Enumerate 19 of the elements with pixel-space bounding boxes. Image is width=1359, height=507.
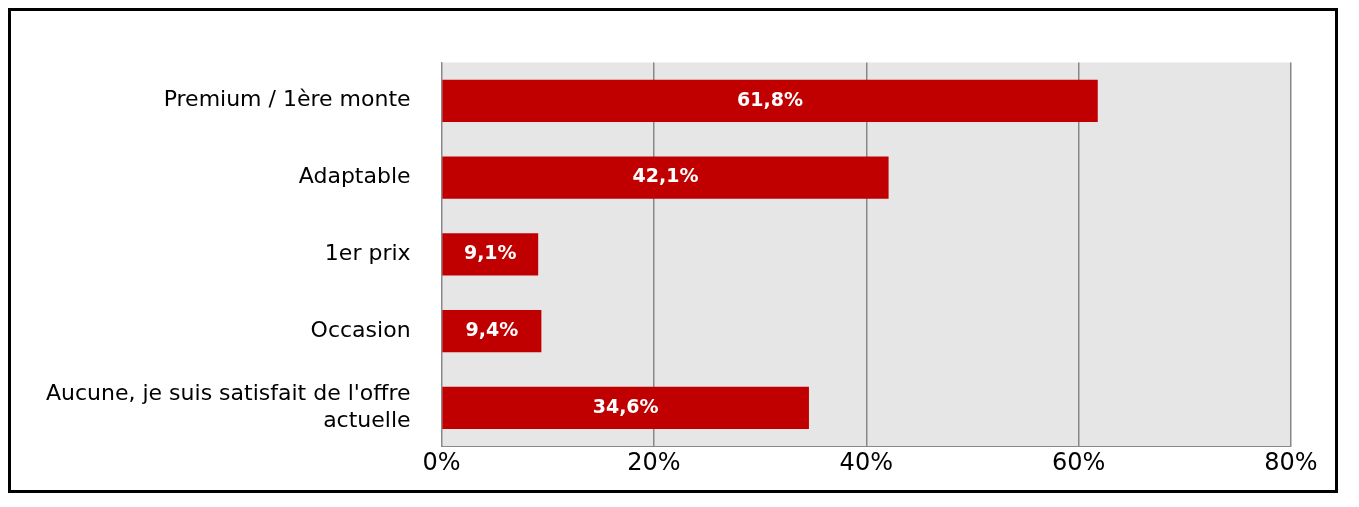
y-tick-label: Aucune, je suis satisfait de l'offre actuelle [45,380,411,432]
x-tick-label: 20% [627,447,681,476]
data-label: 34,6% [592,394,659,417]
x-tick-label: 0% [422,447,461,476]
y-tick-label: Premium / 1ère monte [163,86,411,112]
bar [442,386,809,429]
x-tick-label: 60% [1051,447,1106,476]
x-tick-label: 40% [839,447,893,476]
y-tick-label: Adaptable [298,163,411,189]
y-tick-label: 1er prix [324,240,411,266]
data-label: 42,1% [632,164,699,187]
data-label: 9,4% [465,318,519,340]
y-tick-label: Occasion [310,316,411,342]
bar [442,79,1098,122]
x-tick-label: 80% [1264,447,1318,476]
bar [442,156,889,199]
data-label: 61,8% [737,87,803,110]
data-label: 9,1% [463,241,517,264]
bar [442,233,539,276]
